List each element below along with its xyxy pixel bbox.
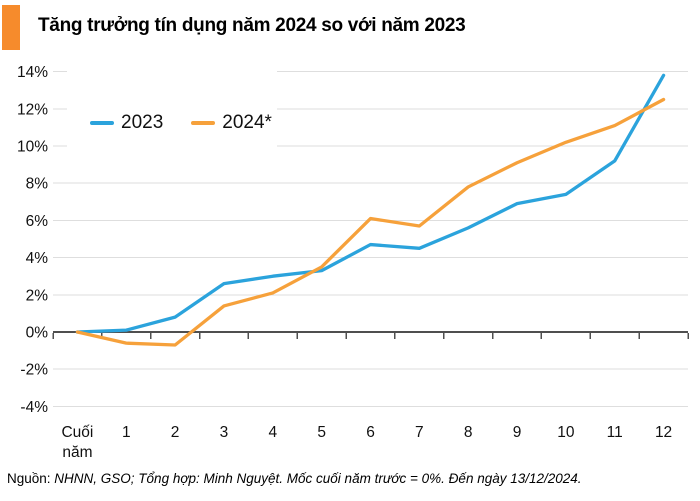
x-axis-label: năm — [62, 444, 92, 461]
legend-background — [67, 62, 277, 158]
y-axis-label: 14% — [17, 64, 48, 81]
legend-item-2023: 2023 — [90, 112, 163, 134]
x-axis-label: 3 — [220, 424, 229, 441]
x-axis-label: 12 — [655, 424, 672, 441]
line-2024 — [75, 97, 666, 347]
y-axis-label: 0% — [26, 325, 49, 342]
y-axis-label: 4% — [26, 250, 49, 267]
legend-label-2023: 2023 — [121, 112, 164, 133]
x-axis-label: 8 — [464, 424, 473, 441]
x-axis-label: 11 — [607, 424, 623, 441]
y-axis-label: 2% — [26, 287, 49, 304]
legend-item-2024: 2024* — [191, 112, 272, 134]
x-axis-label: 7 — [415, 424, 424, 441]
x-axis-label: 10 — [557, 424, 575, 441]
x-axis-label: 4 — [268, 424, 277, 441]
chart-legend: 2023 2024* — [90, 112, 272, 134]
chart-title: Tăng trưởng tín dụng năm 2024 so với năm… — [38, 15, 466, 36]
source-note: Nguồn: NHNN, GSO; Tổng hợp: Minh Nguyệt.… — [7, 471, 582, 486]
legend-label-2024: 2024* — [222, 112, 272, 133]
legend-line-2023-swatch — [90, 121, 114, 125]
x-axis-label: 1 — [122, 424, 131, 441]
title-accent-square — [2, 5, 20, 50]
x-axis-label: 9 — [513, 424, 522, 441]
x-axis-label: 2 — [171, 424, 180, 441]
y-axis-label: -4% — [20, 399, 48, 416]
y-axis-label: 12% — [17, 101, 48, 118]
x-axis-label: 6 — [366, 424, 375, 441]
x-axis-label: 5 — [317, 424, 326, 441]
x-axis-label: Cuối — [61, 424, 93, 441]
legend-line-2024-swatch — [191, 121, 216, 125]
y-axis-label: 6% — [26, 213, 49, 230]
source-label: Nguồn: — [7, 471, 51, 486]
line-2023 — [75, 73, 666, 334]
y-axis-label: -2% — [20, 362, 48, 379]
y-axis-label: 8% — [26, 176, 49, 193]
y-axis-label: 10% — [17, 139, 48, 156]
source-text: NHNN, GSO; Tổng hợp: Minh Nguyệt. Mốc cu… — [50, 471, 582, 486]
